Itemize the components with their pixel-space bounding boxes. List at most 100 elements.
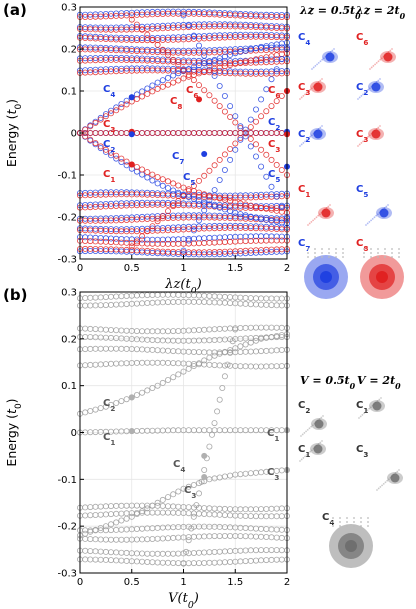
panel_a-point-1241 — [232, 113, 239, 120]
panel-a-wavefunction-9-lattice-4 — [391, 248, 393, 250]
panel_a-point-1194 — [206, 167, 213, 174]
panel_a-point-998 — [149, 82, 156, 89]
panel_a-point-1183 — [149, 223, 156, 230]
panel-a-wavefunction-5-trail-4 — [363, 138, 366, 141]
panel_a-point-1012 — [221, 53, 228, 60]
panel_a-ytick-2: 0.1 — [61, 87, 77, 98]
panel-a-wavefunction-3-trail-2 — [360, 95, 363, 97]
panel_a-point-1227 — [268, 76, 275, 83]
panel_a-point-1204 — [258, 113, 265, 120]
panel-a-wavefunction-2-trail-7 — [310, 87, 313, 90]
panel_b-point-632 — [224, 361, 231, 368]
panel_a-point-1079 — [144, 90, 151, 97]
panel_b-point-545 — [139, 508, 146, 515]
panel-b-wavefunction-1-trail-13 — [380, 397, 382, 399]
panel_a-point-1009 — [206, 58, 213, 65]
panel-b-wavefunction-2-trail-6 — [309, 450, 312, 453]
panel_a-point-1011 — [216, 55, 223, 62]
panel_a-point-1054 — [227, 208, 234, 215]
panel-a-side-label-1: C6 — [356, 32, 368, 47]
panel_a-point-1029 — [97, 145, 104, 152]
panel-a-wavefunction-7-trail-13 — [387, 204, 389, 206]
panel-b-wavefunction-4-lattice-13 — [339, 525, 341, 527]
panel_a-point-1222 — [242, 126, 249, 133]
panel_a-point-1185 — [159, 213, 166, 220]
panel_a-point-1188 — [175, 197, 182, 204]
panel-a-wavefunction-1-trail-13 — [391, 48, 393, 50]
panel_b-point-623 — [201, 466, 208, 473]
panel_a-point-1217 — [216, 176, 223, 183]
panel-a-wavefunction-2-trail-1 — [300, 96, 303, 99]
panel-b-wavefunction-3-trail-6 — [386, 479, 389, 482]
panel-a-wavefunction-0-trail-3 — [316, 63, 318, 66]
panel-a-wavefunction-8-lattice-16 — [335, 256, 337, 258]
panel-b-wavefunction-2-core — [313, 444, 323, 454]
panel_a-ylabel: Energy (t0) — [4, 99, 24, 167]
panel_a-point-1010 — [211, 56, 218, 63]
panel-a-wavefunction-6-trail-12 — [327, 205, 330, 208]
panel_b-point-500 — [118, 398, 125, 405]
panel-a-wavefunction-5-trail-7 — [368, 134, 371, 137]
panel-b-label: (b) — [3, 286, 28, 304]
panel_a-point-1193 — [201, 172, 208, 179]
panel_a-point-1083 — [164, 81, 171, 88]
panel_b-point-501 — [123, 396, 130, 403]
panel-b-wavefunction-4-lattice-12 — [332, 525, 334, 527]
panel_a-point-1215 — [206, 197, 213, 204]
panel-a-wavefunction-6-trail-13 — [329, 204, 331, 206]
panel-b-wavefunction-4-lattice-3 — [353, 517, 355, 519]
panel-a-wavefunction-6-core — [321, 208, 331, 218]
panel-a-wavefunction-5-trail-6 — [367, 135, 370, 138]
panel_b-point-544 — [133, 510, 140, 517]
panel_a-point-1175 — [268, 156, 275, 163]
panel_a-point-1177 — [278, 166, 285, 173]
panel_a-point-1213 — [195, 217, 202, 224]
panel_b-point-539 — [108, 521, 115, 528]
panel-a-wavefunction-3-trail-6 — [367, 88, 370, 91]
panel_a-point-1161 — [195, 82, 202, 89]
panel_a-point-1008 — [201, 60, 208, 67]
panel_a-point-1013 — [227, 51, 234, 58]
panel-a-side-label-7: C5 — [356, 184, 368, 199]
panel-b-wavefunction-4-lattice-8 — [346, 521, 348, 523]
panel_a-point-1041 — [159, 182, 166, 189]
panel-a-wavefunction-8 — [304, 248, 348, 299]
panel_a-point-1152 — [149, 36, 156, 43]
panel-a-wavefunction-0-trail-12 — [331, 49, 334, 52]
panel_a-point-1153 — [154, 41, 161, 48]
panel-a-wavefunction-9-lattice-10 — [391, 252, 393, 254]
panel_b-point-525 — [247, 339, 254, 346]
panel_a-point-1082 — [159, 83, 166, 90]
panel_a-point-1186 — [164, 208, 171, 215]
panel-b-wavefunction-2-trail-3 — [304, 455, 306, 458]
panel-a-wavefunction-0-trail-13 — [333, 48, 335, 50]
panel_a-point-1180 — [133, 238, 140, 245]
panel_a-point-1233 — [190, 32, 197, 39]
panel_b-point-534 — [82, 530, 89, 537]
panel-b-wavefunction-3-core — [390, 473, 400, 483]
panel-a-wavefunction-8-lattice-11 — [342, 252, 344, 254]
panel-a-wavefunction-6-trail-4 — [313, 217, 316, 220]
panel_a-point-1128 — [185, 186, 192, 193]
panel_a-point-1110 — [92, 140, 99, 147]
panel_a-point-1187 — [170, 203, 177, 210]
panel-b-wavefunction-0-trail-7 — [311, 424, 314, 427]
panel_a-point-1049 — [201, 199, 208, 206]
panel-b-wavefunction-2-trail-1 — [300, 458, 303, 461]
panel_b-point-512 — [180, 368, 187, 375]
panel_a-point-1130 — [195, 189, 202, 196]
panel-a-wavefunction-1-trail-6 — [379, 58, 382, 61]
panel-a-wavefunction-1-trail-12 — [389, 49, 392, 52]
panel-a-wavefunction-9-lattice-12 — [363, 256, 365, 258]
panel-a-wavefunction-4 — [299, 125, 326, 147]
panel-a-wavefunction-1-trail-3 — [374, 63, 376, 66]
panel-a-wavefunction-1-trail-2 — [372, 65, 375, 67]
panel_b-ytick-5: -0.2 — [57, 522, 77, 533]
panel-a-wavefunction-5-trail-13 — [379, 125, 381, 127]
panel_a-point-1166 — [221, 108, 228, 115]
panel_b-point-631 — [221, 373, 228, 380]
panel_a-point-1006 — [190, 64, 197, 71]
panel-a-wavefunction-5-trail-2 — [360, 142, 363, 144]
panel-b-wavefunction-0-trail-13 — [322, 415, 324, 417]
panel-b-wavefunction-2-trail-2 — [302, 457, 305, 459]
